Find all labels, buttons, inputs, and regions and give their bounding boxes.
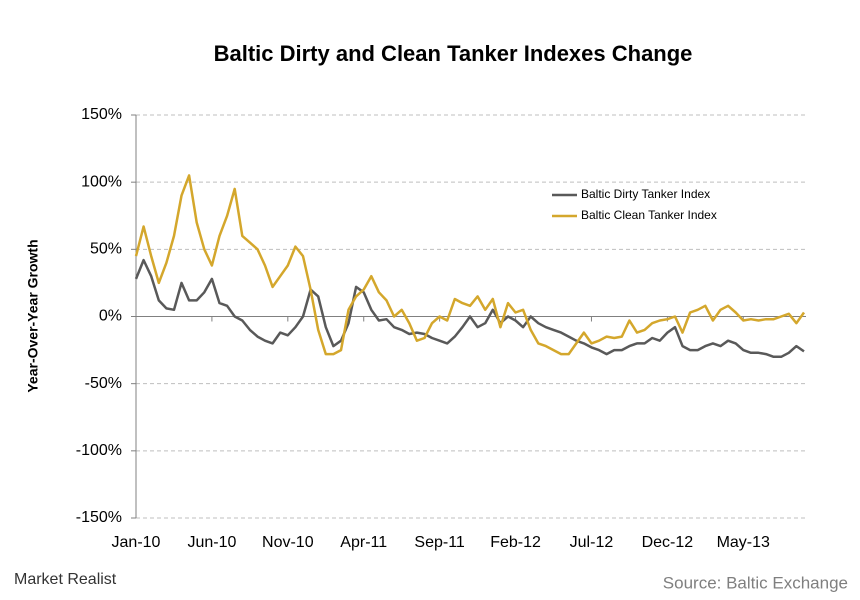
series-line (134, 174, 806, 356)
y-tick-label: -150% (76, 509, 122, 526)
brand: Market Realist (14, 571, 117, 588)
y-tick-label: -50% (85, 375, 122, 392)
x-tick-label: Dec-12 (642, 534, 694, 551)
series-line (134, 258, 805, 359)
x-tick-label: Feb-12 (490, 534, 541, 551)
y-tick-label: -100% (76, 442, 122, 459)
x-tick-label: Sep-11 (414, 534, 465, 551)
x-tick-label: Apr-11 (340, 534, 387, 551)
x-tick-label: Jun-10 (187, 534, 236, 551)
y-tick-label: 0% (99, 308, 122, 325)
x-tick-label: Jan-10 (112, 534, 161, 551)
x-tick-label: Nov-10 (262, 534, 314, 551)
chart-title: Baltic Dirty and Clean Tanker Indexes Ch… (214, 41, 693, 66)
x-tick-label: May-13 (717, 534, 770, 551)
legend-label: Baltic Clean Tanker Index (581, 208, 717, 222)
y-tick-label: 50% (90, 241, 122, 258)
y-tick-label: 150% (81, 106, 122, 123)
y-axis-label: Year-Over-Year Growth (25, 239, 41, 392)
source: Source: Baltic Exchange (663, 573, 848, 592)
y-tick-label: 100% (81, 173, 122, 190)
legend-label: Baltic Dirty Tanker Index (581, 187, 710, 201)
x-tick-label: Jul-12 (570, 534, 614, 551)
